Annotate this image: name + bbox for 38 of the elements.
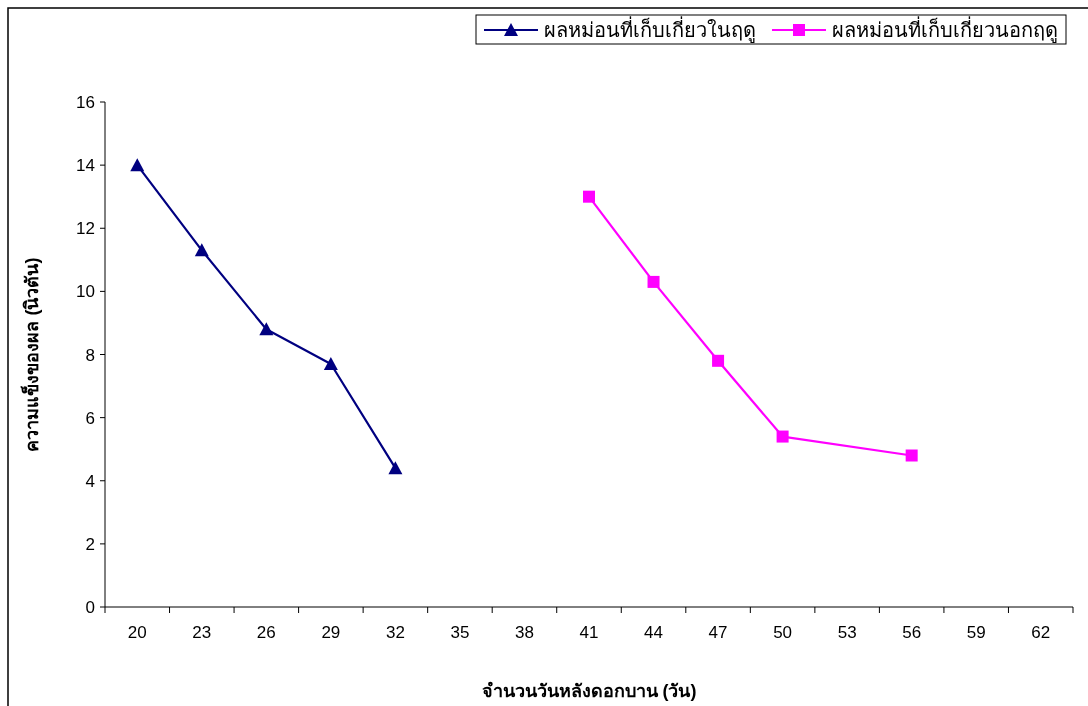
x-tick-label: 23 [192, 623, 212, 642]
y-tick-label: 2 [85, 534, 95, 554]
point [712, 354, 725, 367]
point [259, 322, 274, 336]
point [905, 449, 918, 462]
y-axis-title: ความแข็งของผล (นิวตัน) [20, 257, 42, 452]
point [323, 356, 338, 370]
y-tick-label: 12 [76, 219, 95, 239]
y-tick-label: 0 [85, 598, 95, 617]
x-tick-label: 35 [450, 623, 470, 642]
x-tick-label: 26 [256, 623, 276, 642]
y-tick-label: 8 [85, 345, 95, 365]
x-tick-label: 32 [385, 623, 405, 642]
x-tick-label: 41 [579, 623, 599, 642]
y-tick-label: 4 [85, 471, 95, 491]
y-tick-label: 6 [85, 408, 95, 428]
point [647, 275, 660, 288]
y-tick-label: 16 [76, 93, 95, 112]
x-axis-title: จำนวนวันหลังดอกบาน (วัน) [481, 681, 697, 701]
point [194, 243, 209, 257]
point [583, 190, 595, 203]
x-tick-label: 59 [966, 623, 986, 642]
x-tick-label: 20 [127, 623, 147, 642]
x-tick-label: 53 [837, 623, 857, 642]
y-tick-label: 14 [76, 156, 95, 176]
point [130, 158, 145, 172]
x-tick-label: 56 [902, 623, 922, 642]
legend-label: ผลหม่อนที่เก็บเกี่ยวนอกฤดู [832, 16, 1058, 43]
x-tick-label: 62 [1031, 623, 1051, 642]
x-tick-label: 47 [708, 623, 728, 642]
y-tick-label: 10 [76, 282, 95, 302]
point [388, 461, 403, 475]
point [776, 430, 789, 443]
x-tick-label: 50 [773, 623, 793, 642]
x-tick-label: 38 [515, 623, 534, 642]
x-tick-label: 44 [644, 623, 663, 642]
x-tick-label: 29 [321, 623, 341, 642]
legend-label: ผลหม่อนที่เก็บเกี่ยวในฤดู [544, 16, 756, 43]
